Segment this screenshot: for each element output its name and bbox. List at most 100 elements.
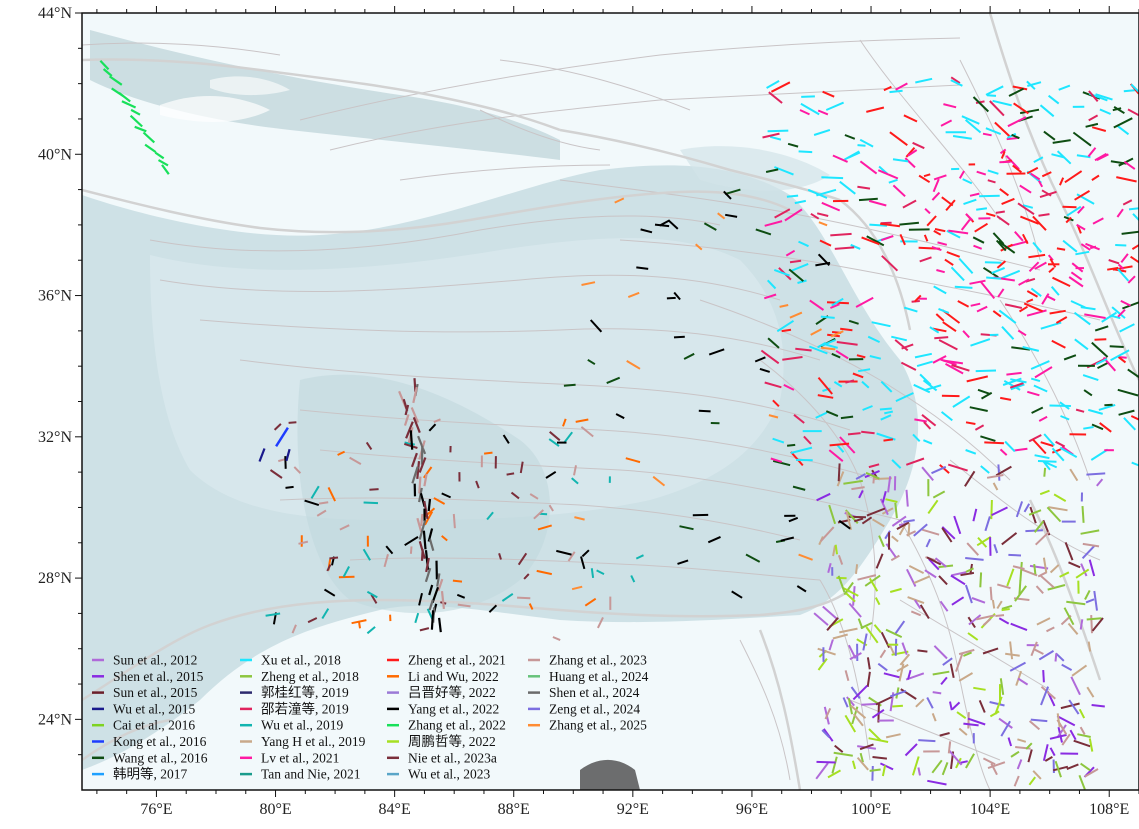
anisotropy-stick	[822, 90, 835, 98]
anisotropy-stick	[1008, 553, 1022, 557]
anisotropy-stick	[1115, 244, 1127, 247]
anisotropy-stick	[769, 135, 782, 141]
anisotropy-stick	[1007, 116, 1027, 128]
anisotropy-stick	[548, 438, 560, 447]
anisotropy-stick	[1023, 302, 1043, 313]
anisotropy-stick	[1123, 417, 1137, 431]
anisotropy-stick	[919, 256, 932, 263]
anisotropy-stick	[865, 626, 879, 644]
anisotropy-stick	[935, 313, 945, 322]
anisotropy-stick	[339, 524, 350, 531]
anisotropy-stick	[949, 701, 953, 711]
anisotropy-stick	[972, 508, 978, 522]
anisotropy-stick	[998, 240, 1016, 254]
anisotropy-stick	[836, 341, 858, 346]
anisotropy-stick	[941, 526, 956, 540]
anisotropy-stick	[1127, 368, 1139, 379]
anisotropy-stick	[937, 241, 948, 246]
anisotropy-stick	[486, 511, 494, 521]
anisotropy-stick	[1058, 177, 1065, 186]
anisotropy-stick	[288, 421, 297, 424]
anisotropy-stick	[865, 471, 880, 480]
legend-label: 韩明等, 2017	[113, 766, 187, 782]
anisotropy-stick	[783, 384, 795, 391]
anisotropy-stick	[1080, 243, 1091, 251]
anisotropy-stick	[817, 109, 829, 116]
anisotropy-stick	[907, 669, 912, 680]
anisotropy-stick	[931, 759, 943, 774]
anisotropy-stick	[772, 399, 780, 408]
anisotropy-stick	[438, 617, 442, 633]
anisotropy-stick	[927, 779, 947, 786]
anisotropy-stick	[766, 279, 777, 290]
anisotropy-stick	[1068, 561, 1081, 569]
anisotropy-stick	[836, 443, 845, 453]
anisotropy-stick	[967, 632, 979, 641]
anisotropy-stick	[861, 236, 880, 246]
anisotropy-stick	[970, 338, 991, 347]
anisotropy-stick	[868, 463, 880, 469]
anisotropy-stick	[933, 230, 942, 236]
legend-entry: Wu et al., 2023	[387, 767, 491, 782]
anisotropy-stick	[1064, 542, 1074, 561]
anisotropy-stick	[385, 545, 394, 555]
anisotropy-stick	[1038, 650, 1055, 661]
anisotropy-stick	[1084, 589, 1091, 600]
anisotropy-stick	[907, 149, 918, 157]
anisotropy-stick	[1000, 720, 1011, 737]
anisotropy-stick	[698, 409, 711, 413]
anisotropy-stick	[781, 328, 792, 333]
anisotropy-stick	[1084, 313, 1106, 319]
legend-entry: Shen et al., 2015	[92, 669, 204, 684]
y-tick-label: 40°N	[38, 146, 72, 163]
anisotropy-stick	[745, 553, 761, 563]
anisotropy-stick	[850, 686, 861, 699]
legend-label: Yang H et al., 2019	[261, 734, 366, 749]
anisotropy-stick	[995, 465, 1012, 477]
anisotropy-stick	[418, 476, 422, 494]
anisotropy-stick	[428, 538, 435, 552]
anisotropy-stick	[879, 762, 894, 771]
anisotropy-stick	[1032, 215, 1047, 231]
anisotropy-stick	[967, 717, 986, 726]
anisotropy-stick	[915, 77, 933, 84]
anisotropy-stick	[958, 672, 974, 682]
anisotropy-stick	[871, 321, 891, 328]
anisotropy-stick	[488, 604, 498, 613]
anisotropy-stick	[1051, 339, 1066, 349]
anisotropy-stick	[929, 326, 940, 334]
anisotropy-stick	[298, 540, 309, 545]
anisotropy-stick	[1047, 94, 1060, 105]
anisotropy-stick	[861, 516, 873, 525]
anisotropy-stick	[423, 473, 428, 487]
anisotropy-stick	[940, 119, 953, 127]
anisotropy-stick	[1085, 598, 1095, 604]
anisotropy-stick	[931, 465, 947, 475]
anisotropy-stick	[1090, 448, 1109, 461]
anisotropy-stick	[1046, 506, 1062, 523]
anisotropy-stick	[1019, 561, 1023, 581]
anisotropy-stick	[975, 100, 985, 104]
anisotropy-stick	[321, 608, 330, 620]
anisotropy-stick	[358, 621, 361, 629]
anisotropy-stick	[1101, 311, 1117, 323]
anisotropy-stick	[845, 592, 856, 603]
anisotropy-stick	[1016, 759, 1023, 770]
anisotropy-stick	[707, 535, 721, 544]
anisotropy-stick	[867, 335, 881, 344]
anisotropy-stick	[759, 367, 770, 373]
legend-entry: Tan and Nie, 2021	[240, 767, 361, 782]
anisotropy-stick	[855, 296, 874, 308]
anisotropy-stick	[422, 466, 433, 479]
anisotropy-stick	[963, 651, 972, 657]
anisotropy-stick	[881, 255, 899, 272]
anisotropy-stick	[858, 489, 864, 499]
anisotropy-stick	[951, 571, 967, 577]
anisotropy-stick	[1063, 354, 1077, 361]
anisotropy-stick	[636, 266, 649, 270]
anisotropy-stick	[904, 157, 916, 169]
anisotropy-stick	[921, 528, 940, 536]
anisotropy-stick	[796, 585, 807, 593]
anisotropy-stick	[1082, 374, 1099, 382]
